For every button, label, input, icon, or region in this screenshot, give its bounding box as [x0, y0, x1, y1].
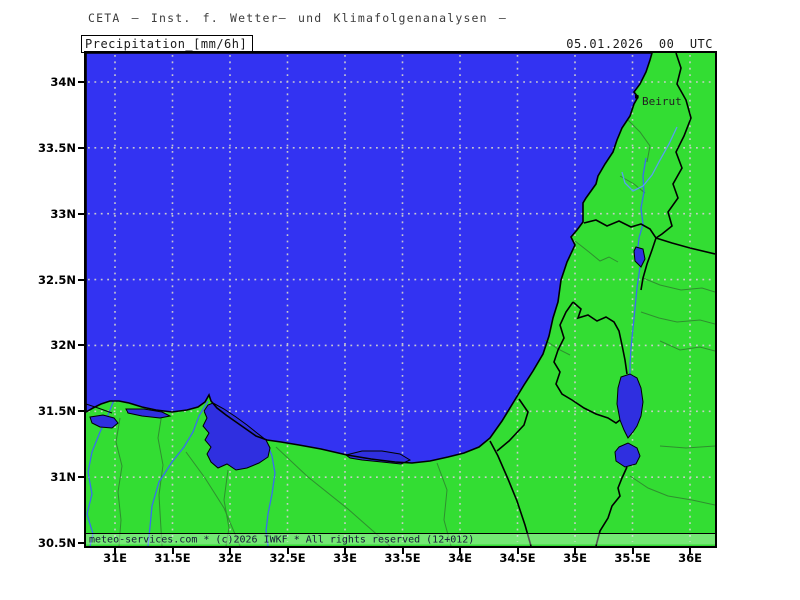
graticule [88, 55, 713, 542]
west-bank-border-east [572, 301, 628, 375]
lon-tick [574, 546, 576, 554]
lon-label: 32.5E [269, 551, 306, 565]
gaza-border [496, 398, 529, 452]
rivers [86, 126, 678, 546]
jordan-syria-border [655, 237, 715, 255]
lat-tick [78, 212, 86, 215]
attribution-bar: meteo-services.com * (c)2026 IWKF * All … [86, 533, 715, 546]
lat-tick [78, 541, 86, 544]
dead-sea-north [616, 373, 644, 439]
lon-tick [286, 546, 289, 554]
lon-tick [229, 546, 231, 554]
sea-region [86, 53, 652, 463]
lat-label: 31N [50, 470, 76, 485]
lat-tick [78, 410, 86, 413]
lon-tick [401, 546, 404, 554]
map-canvas: Beirut meteo-services.com * (c)2026 IWKF… [86, 53, 715, 546]
lat-tick [78, 278, 86, 281]
jordan-river-upper [637, 157, 647, 248]
sea-of-galilee [633, 246, 646, 268]
jordan-river-lower [629, 266, 641, 376]
abukir-spit [86, 403, 113, 414]
lon-label: 34.5E [499, 551, 536, 565]
lake-idku [89, 414, 119, 429]
lat-tick [78, 476, 86, 479]
header-institute-title: CETA – Inst. f. Wetter– und Klimafolgena… [88, 11, 508, 25]
lon-tick [689, 546, 691, 554]
israel-jordan-arava-border [595, 466, 628, 546]
lon-label: 34E [448, 551, 472, 565]
lake-manzala [202, 402, 271, 471]
lat-tick [78, 344, 86, 347]
lon-tick [631, 546, 634, 554]
litani-river [621, 126, 678, 192]
suez-canal [265, 442, 276, 546]
lon-label: 31E [103, 551, 127, 565]
lat-label: 30.5N [38, 535, 76, 550]
coastline [86, 53, 653, 464]
lon-label: 32E [218, 551, 242, 565]
beirut-label: Beirut [642, 95, 682, 108]
egypt-israel-border [489, 440, 532, 546]
map-datetime-label: 05.01.2026 00 UTC [566, 37, 713, 51]
beirut-marker [635, 95, 639, 99]
lakes [89, 246, 646, 471]
nile-damietta-branch [147, 400, 209, 546]
lat-tick [78, 146, 86, 149]
lat-label: 34N [50, 75, 76, 89]
lat-label: 31.5N [38, 404, 76, 419]
dead-sea-south [614, 442, 641, 468]
lebanon-syria-border [655, 53, 692, 239]
admin-boundaries [115, 119, 715, 546]
lon-tick [516, 546, 519, 554]
lat-label: 32N [50, 338, 76, 353]
lon-tick [114, 546, 116, 554]
lon-label: 35.5E [614, 551, 651, 565]
lon-label: 33E [333, 551, 357, 565]
lake-burullus [125, 408, 172, 419]
lon-label: 31.5E [154, 551, 191, 565]
lon-label: 35E [563, 551, 587, 565]
map-parameter-label: Precipitation_[mm/6h] [81, 35, 254, 53]
west-bank-border-west [553, 301, 621, 424]
israel-lebanon-border [583, 219, 657, 291]
attribution-text: meteo-services.com * (c)2026 IWKF * All … [89, 535, 474, 546]
lat-label: 33.5N [38, 140, 76, 155]
city-beirut: Beirut [635, 95, 682, 108]
lon-tick [344, 546, 346, 554]
lat-tick [78, 81, 86, 83]
lon-tick [171, 546, 174, 554]
lon-label: 33.5E [384, 551, 421, 565]
lat-label: 32.5N [38, 272, 76, 287]
lon-label: 36E [678, 551, 702, 565]
country-borders [86, 53, 715, 546]
lon-tick [459, 546, 461, 554]
lat-label: 33N [50, 206, 76, 221]
